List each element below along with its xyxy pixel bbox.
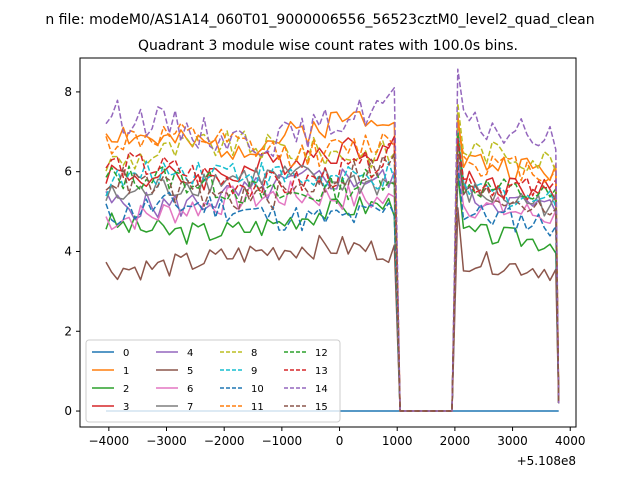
- legend-box: [85, 339, 341, 423]
- legend-label-5: 5: [187, 366, 193, 377]
- legend-label-13: 13: [315, 366, 328, 377]
- y-axis: 0 2 4 6 8: [64, 85, 80, 418]
- series-line-15: [105, 146, 560, 412]
- x-tick-label: −3000: [146, 434, 187, 448]
- legend-label-9: 9: [251, 366, 257, 377]
- x-tick-label: 3000: [497, 434, 528, 448]
- series-line-10: [105, 162, 560, 412]
- plot-frame: [79, 57, 577, 428]
- series-line-9: [105, 128, 560, 412]
- x-tick-label: 0: [336, 434, 344, 448]
- y-tick-label: 8: [64, 85, 72, 99]
- x-tick-label: −4000: [89, 434, 130, 448]
- legend-label-2: 2: [123, 384, 129, 395]
- series-line-5: [105, 207, 560, 412]
- x-tick-label: 2000: [440, 434, 471, 448]
- legend-label-4: 4: [187, 348, 193, 359]
- legend-label-15: 15: [315, 402, 328, 413]
- legend-label-1: 1: [123, 366, 129, 377]
- legend-label-12: 12: [315, 348, 328, 359]
- series-line-11: [105, 121, 560, 412]
- legend-label-10: 10: [251, 384, 264, 395]
- chart-title: Quadrant 3 module wise count rates with …: [138, 38, 518, 54]
- series-layer: [105, 68, 560, 412]
- x-tick-label: 1000: [382, 434, 413, 448]
- x-tick-label: −1000: [262, 434, 303, 448]
- series-line-14: [105, 68, 560, 412]
- series-line-8: [105, 102, 560, 412]
- legend-label-11: 11: [251, 402, 264, 413]
- x-axis: −4000 −3000 −2000 −1000 0 1000 2000 3000 4000: [89, 427, 586, 448]
- series-line-2: [105, 172, 560, 412]
- legend-label-6: 6: [187, 384, 193, 395]
- y-tick-label: 2: [64, 324, 72, 338]
- y-tick-label: 4: [64, 244, 72, 258]
- legend-label-3: 3: [123, 402, 129, 413]
- series-line-12: [105, 131, 560, 412]
- x-tick-label: 4000: [555, 434, 586, 448]
- series-line-6: [105, 161, 560, 412]
- legend-label-0: 0: [123, 348, 129, 359]
- legend-label-14: 14: [315, 384, 328, 395]
- legend-label-7: 7: [187, 402, 193, 413]
- y-tick-label: 6: [64, 165, 72, 179]
- y-tick-label: 0: [64, 404, 72, 418]
- legend-label-8: 8: [251, 348, 257, 359]
- series-line-7: [105, 135, 560, 412]
- x-offset-label: +5.108e8: [517, 454, 576, 468]
- x-tick-label: −2000: [204, 434, 245, 448]
- suptitle: n file: modeM0/AS1A14_060T01_9000006556_…: [45, 12, 594, 28]
- series-line-13: [105, 137, 560, 412]
- series-line-1: [105, 111, 560, 412]
